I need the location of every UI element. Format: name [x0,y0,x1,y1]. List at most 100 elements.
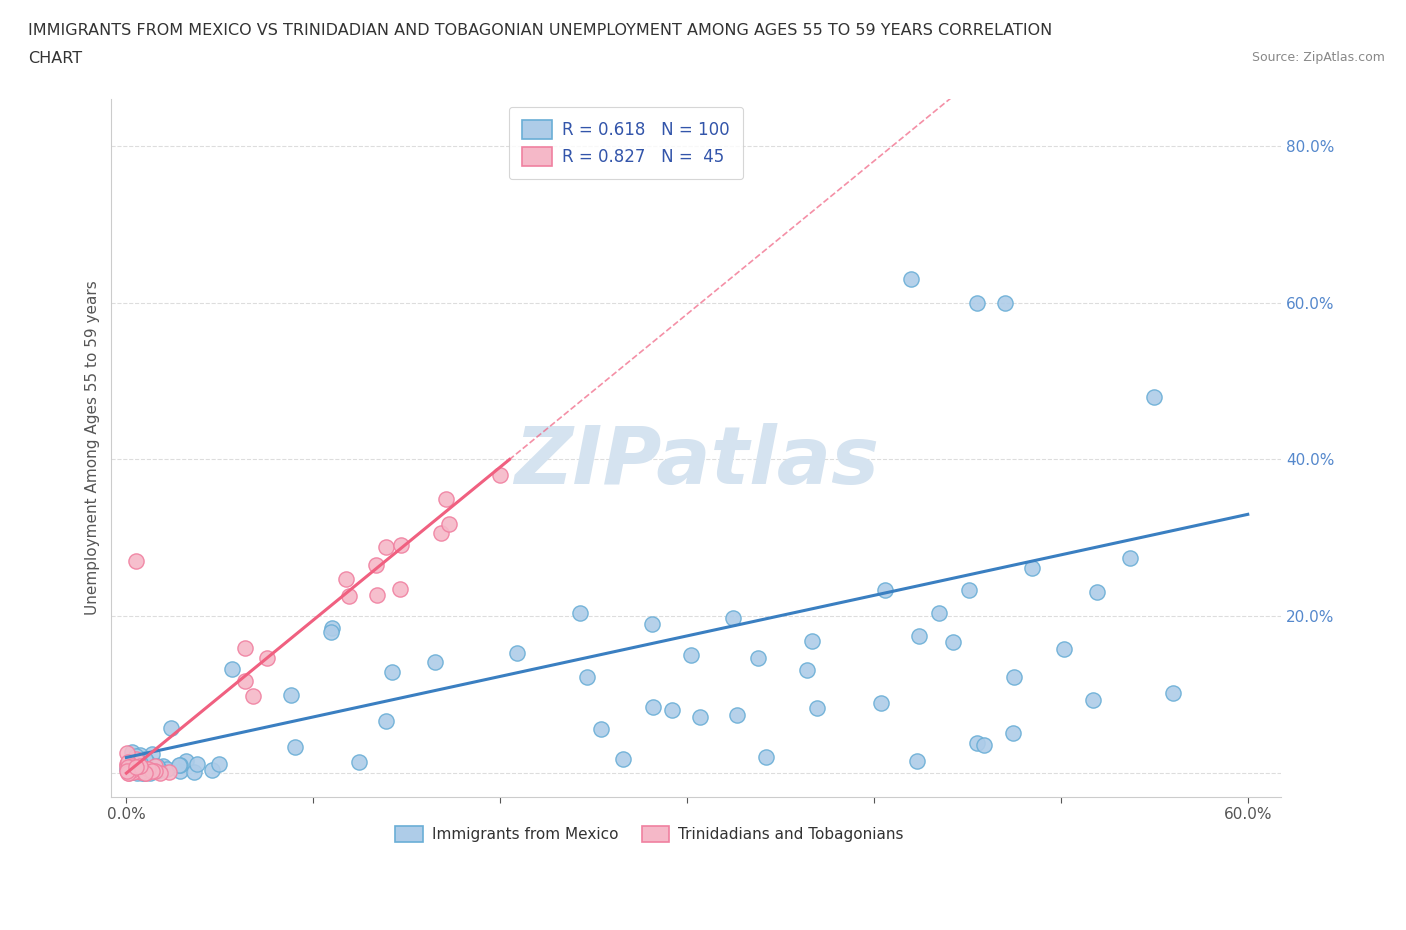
Point [135,762,157,777]
Point [156,761,179,776]
Point [612,751,634,766]
Point [131,758,153,773]
Y-axis label: Unemployment Among Ages 55 to 59 years: Unemployment Among Ages 55 to 59 years [86,280,100,615]
Point [389,538,412,552]
Point [430,525,453,540]
Point [120,764,142,779]
Point [128,748,150,763]
Point [437,516,460,531]
Point [1001,725,1024,740]
Point [125,764,148,778]
Point [641,617,664,631]
Point [136,761,159,776]
Point [721,611,744,626]
Point [183,764,205,779]
Point [115,764,138,779]
Point [117,763,139,777]
Point [115,757,138,772]
Point [117,758,139,773]
Point [125,748,148,763]
Point [141,764,163,778]
Point [149,763,172,777]
Point [148,762,170,777]
Point [122,759,145,774]
Point [152,759,174,774]
Point [681,647,703,662]
Text: IMMIGRANTS FROM MEXICO VS TRINIDADIAN AND TOBAGONIAN UNEMPLOYMENT AMONG AGES 55 : IMMIGRANTS FROM MEXICO VS TRINIDADIAN AN… [28,23,1052,38]
Point [233,641,256,656]
Point [870,696,893,711]
Point [1081,693,1104,708]
Point [143,761,166,776]
Point [337,589,360,604]
Point [125,756,148,771]
Point [134,765,156,780]
Point [124,762,146,777]
Point [689,710,711,724]
Point [725,707,748,722]
Point [576,670,599,684]
Text: ZIPatlas: ZIPatlas [515,422,879,500]
Point [159,721,181,736]
Point [994,295,1017,310]
Point [280,688,302,703]
Point [115,762,138,777]
Point [242,688,264,703]
Point [425,655,447,670]
Point [506,645,529,660]
Point [928,605,950,620]
Point [143,762,166,777]
Legend: Immigrants from Mexico, Trinidadians and Tobagonians: Immigrants from Mexico, Trinidadians and… [389,820,910,848]
Point [149,765,172,780]
Point [569,606,592,621]
Point [381,665,404,680]
Point [349,754,371,769]
Point [131,765,153,780]
Point [129,764,152,778]
Point [1143,390,1166,405]
Point [125,762,148,777]
Point [221,662,243,677]
Point [905,753,928,768]
Point [132,765,155,780]
Point [117,765,139,780]
Point [118,764,141,778]
Point [208,757,231,772]
Point [122,761,145,776]
Point [907,628,929,643]
Point [134,762,156,777]
Point [434,491,457,506]
Point [117,760,139,775]
Point [117,764,139,778]
Point [335,571,357,586]
Point [134,752,156,767]
Point [1161,685,1184,700]
Point [141,746,163,761]
Point [117,764,139,778]
Point [643,700,665,715]
Point [129,764,152,778]
Point [136,754,159,769]
Point [121,764,143,778]
Point [122,760,145,775]
Point [115,745,138,760]
Point [366,588,388,603]
Point [1053,642,1076,657]
Point [145,764,167,778]
Point [364,557,387,572]
Point [201,763,224,777]
Point [131,764,153,779]
Point [942,634,965,649]
Point [388,581,411,596]
Point [121,764,143,779]
Point [591,722,613,737]
Point [121,758,143,773]
Point [957,582,980,597]
Point [139,765,162,780]
Point [118,765,141,780]
Point [125,760,148,775]
Point [135,765,157,780]
Point [129,759,152,774]
Point [374,713,396,728]
Point [374,539,396,554]
